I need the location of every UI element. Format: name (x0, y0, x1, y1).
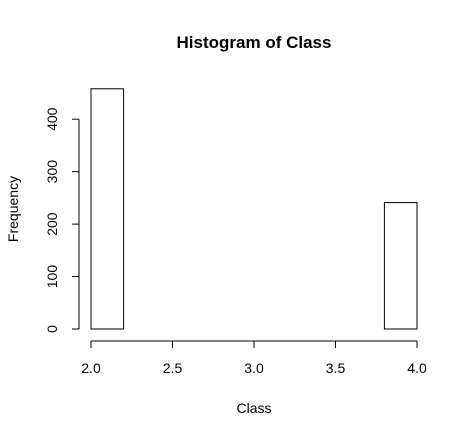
histogram-bar-0 (90, 88, 125, 330)
x-axis: 2.0 2.5 3.0 3.5 4.0 (81, 340, 427, 376)
y-tick-label: 100 (44, 265, 60, 289)
x-tick-label: 2.5 (163, 360, 183, 376)
x-tick-label: 2.0 (81, 360, 101, 376)
y-tick-label: 300 (44, 160, 60, 184)
y-tick-label: 400 (44, 107, 60, 131)
x-tick-label: 3.0 (244, 360, 264, 376)
x-tick-label: 4.0 (407, 360, 427, 376)
histogram-bar-9 (383, 202, 418, 330)
y-axis-label: Frequency (5, 176, 21, 242)
x-axis-label: Class (236, 400, 271, 416)
x-tick-label: 3.5 (326, 360, 346, 376)
y-tick-label: 0 (44, 325, 60, 333)
y-axis: 0 100 200 300 400 (44, 107, 80, 333)
y-tick-label: 200 (44, 212, 60, 236)
bars-group (90, 88, 418, 330)
chart-title: Histogram of Class (177, 33, 332, 52)
